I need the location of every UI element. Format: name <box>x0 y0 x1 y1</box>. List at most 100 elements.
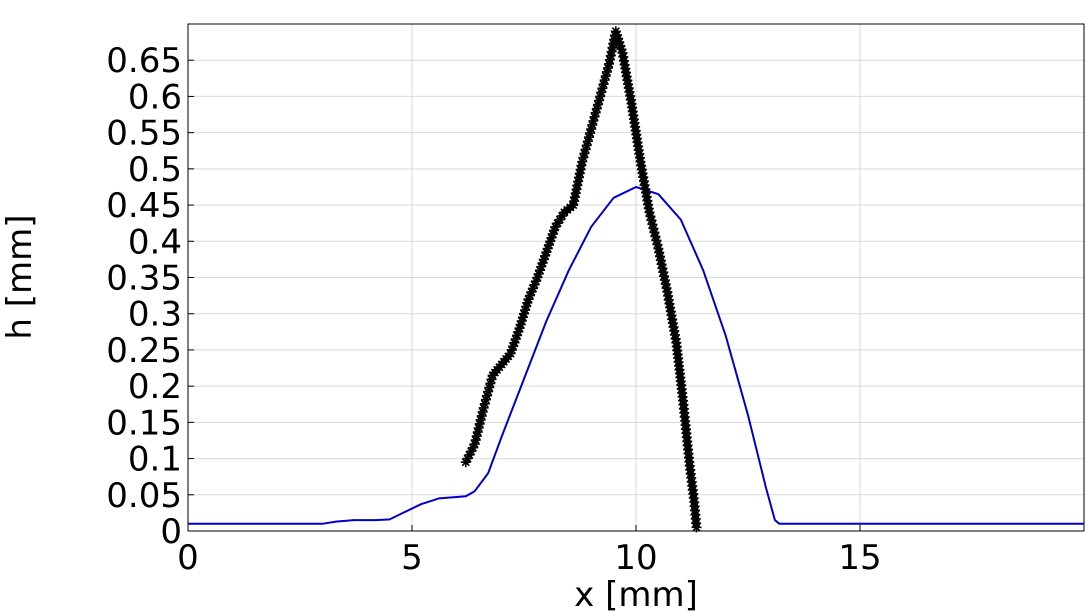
data-point-marker <box>645 211 656 222</box>
data-point-marker <box>511 330 522 341</box>
data-point-marker <box>477 406 488 417</box>
data-point-marker <box>526 286 537 297</box>
data-point-marker <box>660 279 671 290</box>
data-point-marker <box>583 132 594 143</box>
data-point-marker <box>515 319 526 330</box>
data-point-marker <box>575 164 586 175</box>
data-point-marker <box>614 37 625 48</box>
data-point-marker <box>650 231 661 242</box>
data-point-marker <box>535 265 545 276</box>
data-point-marker <box>606 46 617 57</box>
data-point-marker <box>599 75 610 86</box>
data-point-marker <box>576 160 587 171</box>
data-point-marker <box>517 312 528 323</box>
data-point-marker <box>549 225 560 236</box>
data-point-marker <box>600 71 611 82</box>
data-point-marker <box>466 446 477 457</box>
data-point-marker <box>482 390 493 401</box>
y-tick-label: 0.1 <box>128 440 182 480</box>
data-point-marker <box>570 188 581 199</box>
data-point-marker <box>598 79 609 90</box>
series-line <box>188 186 1084 525</box>
data-point-marker <box>577 156 588 167</box>
data-point-marker <box>585 128 596 139</box>
data-point-marker <box>541 247 552 258</box>
data-point-marker <box>537 258 548 269</box>
data-point-marker <box>579 148 590 159</box>
data-point-marker <box>613 33 624 44</box>
data-point-marker <box>610 26 621 37</box>
data-point-marker <box>580 144 591 155</box>
data-point-marker <box>651 235 662 246</box>
data-point-marker <box>569 196 580 207</box>
data-point-marker <box>516 315 527 326</box>
data-point-marker <box>513 326 524 337</box>
y-tick-label: 0.2 <box>128 367 182 407</box>
data-point-marker <box>506 344 517 355</box>
data-point-marker <box>472 427 483 438</box>
data-point-marker <box>484 382 495 393</box>
data-point-marker <box>475 414 486 425</box>
data-point-marker <box>586 124 597 135</box>
data-point-marker <box>538 254 549 265</box>
data-point-marker <box>470 435 481 446</box>
data-point-marker <box>460 457 471 468</box>
data-point-marker <box>542 243 553 254</box>
data-point-marker <box>485 378 496 389</box>
data-point-marker <box>471 431 482 442</box>
data-point-marker <box>573 176 584 187</box>
data-point-marker <box>581 140 592 151</box>
data-point-marker <box>509 337 520 348</box>
data-point-marker <box>521 301 532 312</box>
y-tick-label: 0.45 <box>106 186 182 226</box>
data-point-marker <box>469 439 480 450</box>
data-point-marker <box>476 410 487 421</box>
x-axis-label: x [mm] <box>574 575 698 615</box>
data-point-marker <box>473 422 484 433</box>
series-1 <box>460 26 702 533</box>
data-point-marker <box>571 184 582 195</box>
data-point-marker <box>519 308 529 319</box>
data-point-marker <box>523 294 534 305</box>
data-point-marker <box>601 66 612 77</box>
data-point-marker <box>474 418 485 429</box>
data-point-marker <box>587 119 598 130</box>
data-point-marker <box>607 42 618 53</box>
data-point-marker <box>572 180 583 191</box>
y-tick-label: 0 <box>160 512 182 552</box>
y-axis-label: h [mm] <box>0 214 40 339</box>
ticks: 0 5 10 1500.050.10.150.20.250.30.350.40.450… <box>106 41 881 578</box>
data-point-marker <box>568 200 579 211</box>
data-point-marker <box>661 283 672 294</box>
y-tick-label: 0.35 <box>106 259 182 299</box>
data-point-marker <box>659 271 670 282</box>
x-tick-label: 15 <box>838 538 881 578</box>
data-point-marker <box>547 229 558 240</box>
x-tick-label: 5 <box>401 538 423 578</box>
data-point-marker <box>546 232 557 243</box>
data-point-marker <box>611 29 622 40</box>
data-point-marker <box>603 62 613 73</box>
data-point-marker <box>569 192 580 203</box>
y-tick-label: 0.55 <box>106 114 182 154</box>
data-point-marker <box>590 107 601 118</box>
data-point-marker <box>514 323 525 334</box>
data-point-marker <box>657 263 668 274</box>
data-point-marker <box>529 279 540 290</box>
data-point-marker <box>578 152 589 163</box>
y-tick-label: 0.3 <box>128 295 182 335</box>
data-point-marker <box>597 83 608 94</box>
y-tick-label: 0.05 <box>106 476 182 516</box>
data-point-marker <box>540 250 551 261</box>
data-point-marker <box>594 95 605 106</box>
data-point-marker <box>655 251 666 262</box>
data-point-marker <box>604 58 615 69</box>
data-point-marker <box>605 50 616 61</box>
data-point-marker <box>595 91 606 102</box>
data-point-marker <box>486 374 497 385</box>
data-point-marker <box>658 267 669 278</box>
y-tick-label: 0.15 <box>106 403 182 443</box>
data-point-marker <box>589 111 600 122</box>
